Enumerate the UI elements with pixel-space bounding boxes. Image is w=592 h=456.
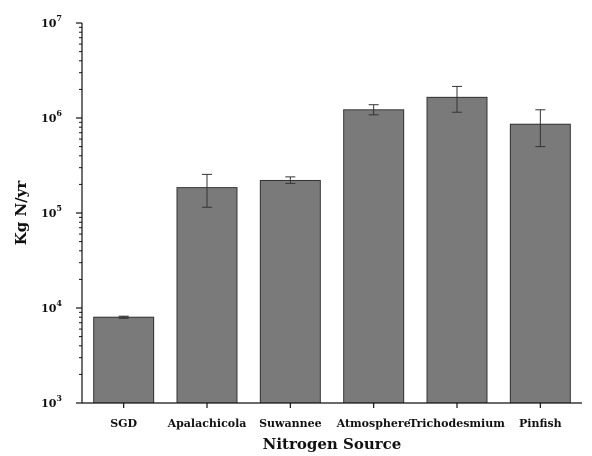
x-tick-label: Pinfish xyxy=(519,417,562,430)
y-tick-label: 103 xyxy=(41,393,62,410)
bars-layer xyxy=(93,96,571,404)
y-tick-label: 106 xyxy=(41,108,62,125)
x-tick-label: Trichodesmium xyxy=(409,417,505,430)
error-bars-layer xyxy=(118,85,546,319)
y-tick-label: 104 xyxy=(41,298,62,315)
x-ticks-layer: SGD Apalachicola Suwannee AtmosphereTrichod… xyxy=(110,403,562,430)
x-tick-label: SGD xyxy=(110,417,137,430)
y-tick-label: 107 xyxy=(41,13,62,30)
bar-apalachicola xyxy=(176,187,238,404)
x-tick-label: Suwannee xyxy=(259,417,322,430)
axes-layer xyxy=(81,23,582,404)
y-axis-title: Kg N/yr xyxy=(12,180,30,246)
y-ticks-layer: 103 104 105 106 107 xyxy=(41,13,82,410)
bar-pinfish xyxy=(509,123,571,404)
x-tick-label: Apalachicola xyxy=(167,417,247,430)
x-tick-label: Atmosphere xyxy=(336,417,411,430)
bar-sgd xyxy=(93,316,155,404)
y-tick-label: 105 xyxy=(41,203,62,220)
bar-suwannee xyxy=(259,179,321,404)
x-axis-title: Nitrogen Source xyxy=(263,435,402,453)
bar-atmosphere xyxy=(343,109,405,404)
bar-trichodesmium xyxy=(426,96,488,404)
